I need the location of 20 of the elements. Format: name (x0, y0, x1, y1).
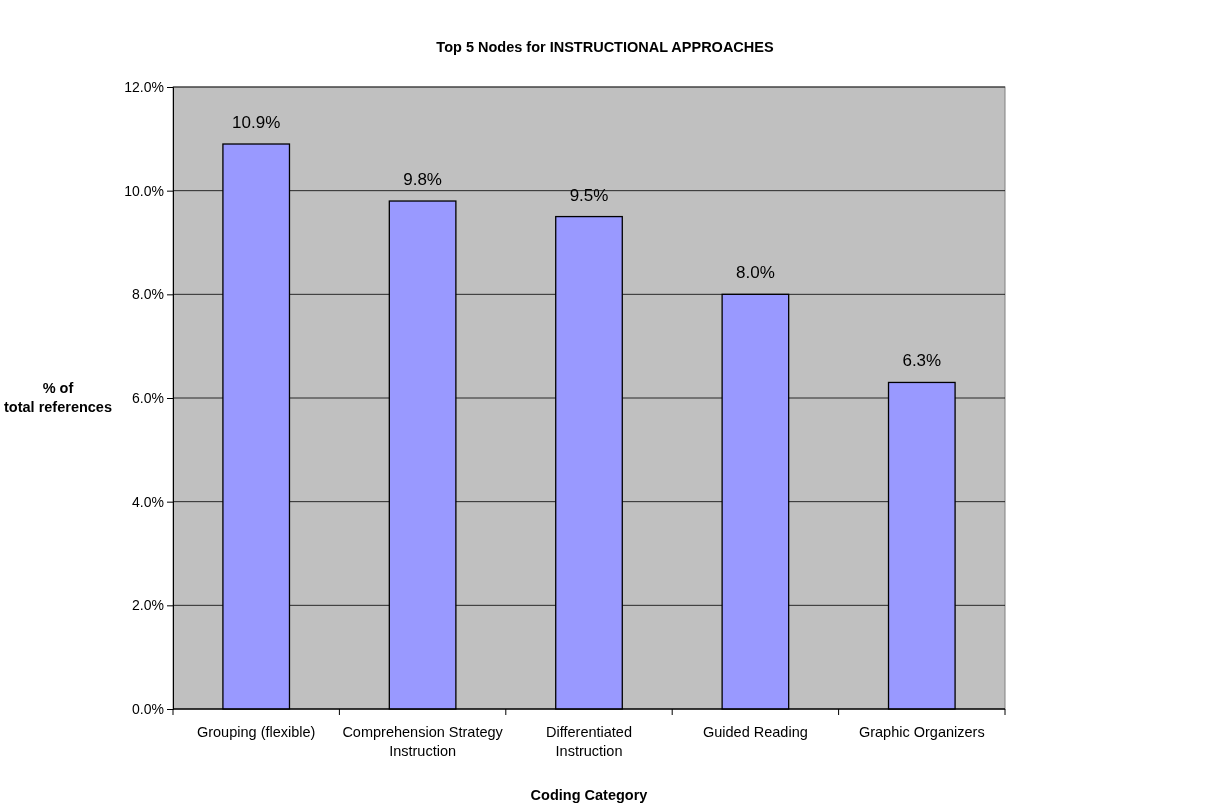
y-tick-label: 8.0% (132, 286, 164, 303)
y-tick-label: 12.0% (124, 78, 164, 95)
data-label: 9.8% (403, 170, 442, 190)
y-tick-label: 0.0% (132, 700, 164, 717)
x-axis-title: Coding Category (530, 787, 648, 803)
x-tick-label: Differentiated Instruction (546, 724, 632, 759)
data-label: 6.3% (902, 351, 942, 371)
y-tick-label: 2.0% (132, 597, 164, 614)
data-label: 9.5% (569, 185, 609, 205)
x-tick-label: Guided Reading (702, 724, 808, 740)
y-tick-label: 10.0% (124, 182, 164, 199)
data-label: 8.0% (736, 263, 775, 283)
y-axis-title: % of total references (4, 380, 112, 415)
x-tick-label: Comprehension Strategy Instruction (342, 724, 504, 759)
chart-title: Top 5 Nodes for INSTRUCTIONAL APPROACHES (436, 39, 774, 55)
x-tick-label: Grouping (flexible) (196, 724, 316, 740)
x-tick-label: Graphic Organizers (858, 724, 985, 740)
y-tick-label: 6.0% (132, 389, 164, 406)
data-label: 10.9% (232, 113, 281, 133)
y-tick-label: 4.0% (132, 493, 164, 510)
